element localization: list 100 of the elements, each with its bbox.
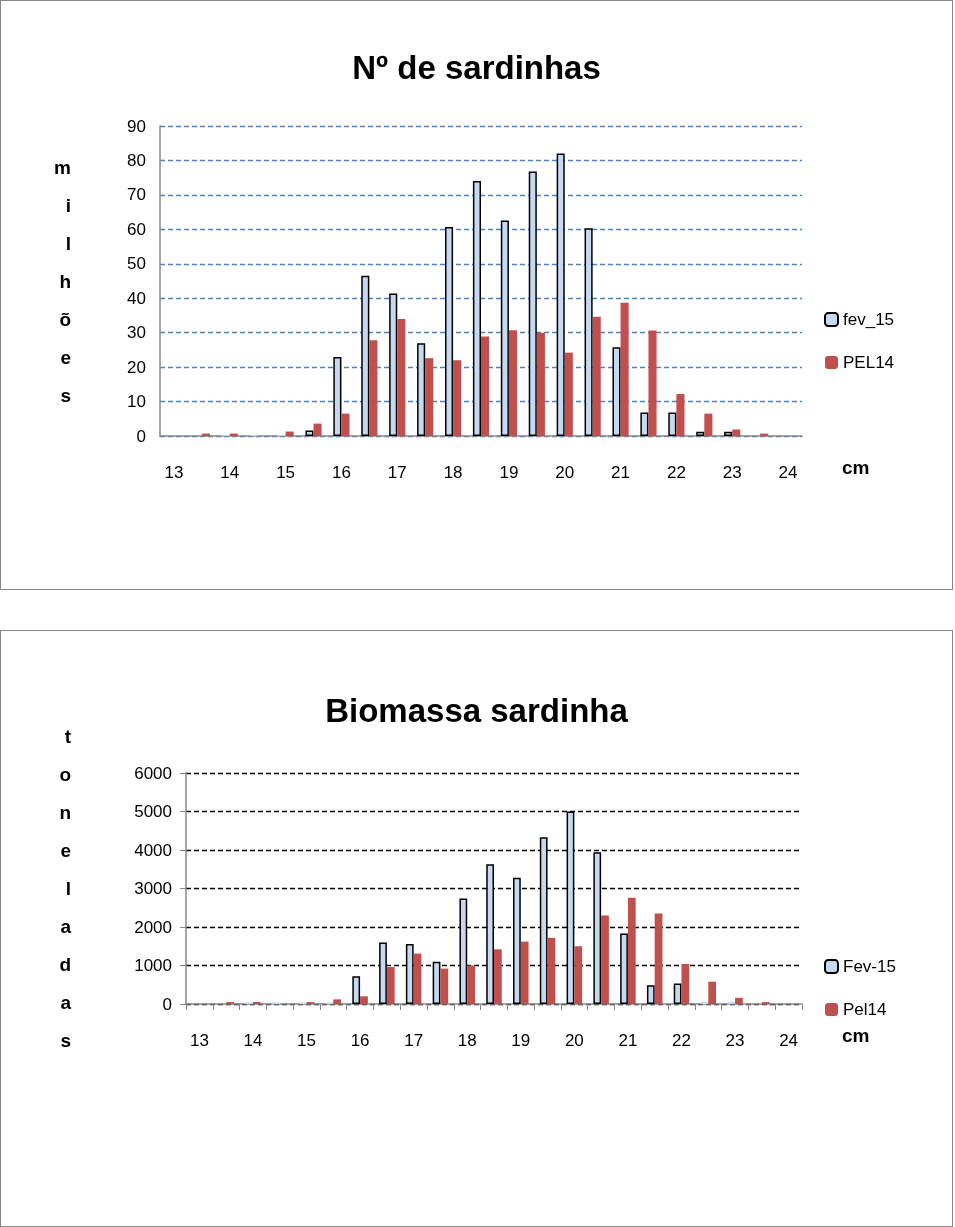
bar: [341, 413, 350, 436]
y-tick-label: 0: [162, 994, 172, 1014]
bar: [425, 358, 434, 436]
bar: [472, 181, 481, 436]
bar: [440, 968, 449, 1004]
y-tick-label: 20: [127, 357, 146, 377]
x-tick-label: 20: [555, 463, 575, 482]
y-tick-label: 5000: [134, 802, 172, 821]
bar: [536, 332, 545, 436]
bar: [333, 357, 342, 436]
x-tick-label: 17: [387, 463, 407, 482]
bar: [417, 343, 426, 436]
bar: [333, 999, 342, 1004]
bar: [574, 946, 583, 1004]
x-axis-title: cm: [842, 457, 870, 478]
y-tick-label: 0: [136, 426, 146, 446]
bar: [696, 431, 705, 436]
x-tick-label: 24: [779, 1031, 799, 1050]
x-tick-label: 15: [297, 1031, 316, 1050]
text: toneladas: [59, 726, 71, 1051]
legend-label: PEL14: [843, 353, 895, 372]
x-tick-label: 18: [443, 463, 463, 482]
bar: [453, 360, 462, 436]
bar: [704, 413, 713, 436]
bar: [397, 318, 406, 436]
bar: [360, 996, 368, 1004]
x-tick-label: 16: [331, 463, 351, 482]
bar: [467, 965, 475, 1004]
y-tick-label: 90: [127, 116, 146, 136]
bar: [708, 981, 717, 1004]
bar: [386, 967, 395, 1004]
chart-title: Biomassa sardinha: [325, 692, 629, 729]
bar: [592, 316, 601, 436]
bar: [735, 997, 743, 1004]
legend-label: Pel14: [843, 1000, 887, 1019]
x-tick-label: 21: [618, 1031, 638, 1050]
x-tick-label: 22: [666, 463, 686, 482]
x-tick-label: 13: [189, 1031, 209, 1050]
bar: [627, 897, 636, 1004]
bar: [500, 220, 509, 436]
y-axis-title: milhões: [54, 156, 71, 406]
x-tick-label: 21: [611, 463, 631, 482]
y-tick-label: 4000: [134, 840, 172, 860]
bar: [676, 393, 685, 436]
bar: [508, 330, 518, 436]
y-tick-label: 6000: [134, 763, 172, 783]
x-axis-title: cm: [842, 1025, 870, 1046]
x-tick-label: 19: [499, 463, 519, 482]
x-tick-label: 15: [276, 463, 296, 482]
bar: [673, 983, 682, 1004]
x-tick-label: 14: [243, 1031, 263, 1050]
bar: [654, 913, 663, 1004]
x-tick-label: 18: [457, 1031, 477, 1050]
bar: [584, 228, 593, 436]
y-tick-label: 1000: [134, 956, 172, 975]
bar: [724, 431, 733, 436]
x-tick-label: 20: [564, 1031, 584, 1050]
bar: [432, 961, 441, 1004]
x-tick-label: 13: [164, 463, 184, 482]
bar: [646, 985, 655, 1004]
bar: [640, 412, 649, 436]
bar: [389, 293, 398, 436]
y-tick-label: 30: [127, 323, 146, 343]
bar: [313, 423, 322, 436]
bar: [648, 330, 657, 436]
x-tick-label: 22: [672, 1031, 691, 1050]
bar: [681, 963, 690, 1004]
y-tick-label: 70: [127, 185, 146, 205]
x-tick-label: 23: [722, 463, 742, 482]
legend-label: Fev-15: [843, 957, 896, 976]
bar: [352, 976, 361, 1004]
x-tick-label: 16: [350, 1031, 370, 1050]
bar: [528, 171, 537, 436]
chart-title: Nº de sardinhas: [352, 49, 601, 86]
x-tick-label: 24: [778, 463, 798, 482]
bar: [612, 347, 621, 436]
y-tick-label: 10: [127, 392, 146, 412]
x-tick-label: 17: [404, 1031, 424, 1050]
bar: [369, 340, 378, 436]
bar: [556, 153, 565, 436]
bar: [520, 941, 529, 1004]
bar: [361, 275, 370, 436]
bar: [444, 226, 454, 436]
bar: [620, 302, 629, 436]
bar: [564, 352, 573, 436]
y-tick-label: 3000: [134, 879, 172, 898]
bar: [668, 412, 677, 436]
y-tick-label: 60: [127, 219, 146, 239]
bar: [732, 429, 741, 436]
x-tick-label: 19: [511, 1031, 531, 1050]
y-tick-label: 80: [127, 150, 146, 170]
bar: [481, 336, 490, 436]
bar: [494, 949, 502, 1004]
y-tick-label: 40: [127, 288, 146, 308]
y-tick-label: 50: [127, 254, 146, 274]
y-tick-label: 2000: [134, 917, 172, 937]
bar: [547, 937, 556, 1004]
bar: [601, 915, 609, 1004]
x-tick-label: 23: [725, 1031, 745, 1050]
x-tick-label: 14: [220, 463, 240, 482]
